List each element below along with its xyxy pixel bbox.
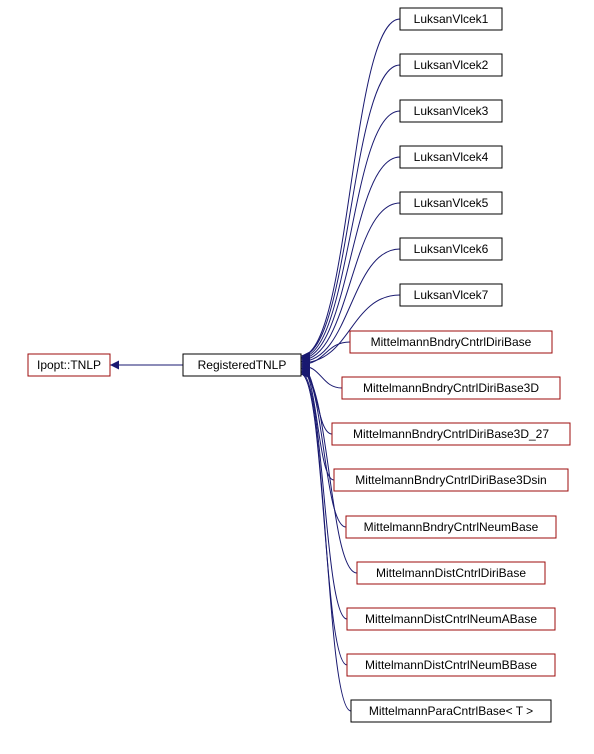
class-node-n4[interactable]: LuksanVlcek4 [400,146,502,168]
class-node-label: LuksanVlcek2 [414,58,489,72]
class-node-label: MittelmannBndryCntrlNeumBase [364,520,539,534]
class-node-n15[interactable]: MittelmannDistCntrlNeumBBase [347,654,555,676]
class-node-n9[interactable]: MittelmannBndryCntrlDiriBase3D [342,377,560,399]
class-node-n12[interactable]: MittelmannBndryCntrlNeumBase [346,516,556,538]
class-node-label: Ipopt::TNLP [37,358,101,372]
class-node-center[interactable]: RegisteredTNLP [183,354,301,376]
class-node-n14[interactable]: MittelmannDistCntrlNeumABase [347,608,555,630]
class-node-n16[interactable]: MittelmannParaCntrlBase< T > [351,700,551,722]
class-node-label: MittelmannBndryCntrlDiriBase3D [363,381,539,395]
class-node-n5[interactable]: LuksanVlcek5 [400,192,502,214]
class-node-n8[interactable]: MittelmannBndryCntrlDiriBase [350,331,552,353]
inheritance-diagram: Ipopt::TNLP RegisteredTNLP LuksanVlcek1Luk… [0,0,594,754]
class-node-n11[interactable]: MittelmannBndryCntrlDiriBase3Dsin [334,469,568,491]
class-node-label: MittelmannParaCntrlBase< T > [369,704,533,718]
class-node-label: MittelmannBndryCntrlDiriBase [371,335,532,349]
class-node-n2[interactable]: LuksanVlcek2 [400,54,502,76]
class-node-label: LuksanVlcek7 [414,288,489,302]
class-node-n6[interactable]: LuksanVlcek6 [400,238,502,260]
class-node-label: MittelmannBndryCntrlDiriBase3D_27 [353,427,549,441]
class-node-n3[interactable]: LuksanVlcek3 [400,100,502,122]
class-node-label: LuksanVlcek3 [414,104,489,118]
class-node-label: RegisteredTNLP [198,358,287,372]
class-node-label: MittelmannBndryCntrlDiriBase3Dsin [355,473,546,487]
class-node-label: LuksanVlcek6 [414,242,489,256]
class-node-label: LuksanVlcek4 [414,150,489,164]
class-node-root[interactable]: Ipopt::TNLP [28,354,110,376]
class-node-n7[interactable]: LuksanVlcek7 [400,284,502,306]
class-node-label: LuksanVlcek1 [414,12,489,26]
class-node-n1[interactable]: LuksanVlcek1 [400,8,502,30]
class-node-label: MittelmannDistCntrlNeumBBase [365,658,537,672]
class-node-label: MittelmannDistCntrlDiriBase [376,566,526,580]
class-node-label: LuksanVlcek5 [414,196,489,210]
class-node-label: MittelmannDistCntrlNeumABase [365,612,537,626]
class-node-n13[interactable]: MittelmannDistCntrlDiriBase [357,562,545,584]
class-node-n10[interactable]: MittelmannBndryCntrlDiriBase3D_27 [332,423,570,445]
